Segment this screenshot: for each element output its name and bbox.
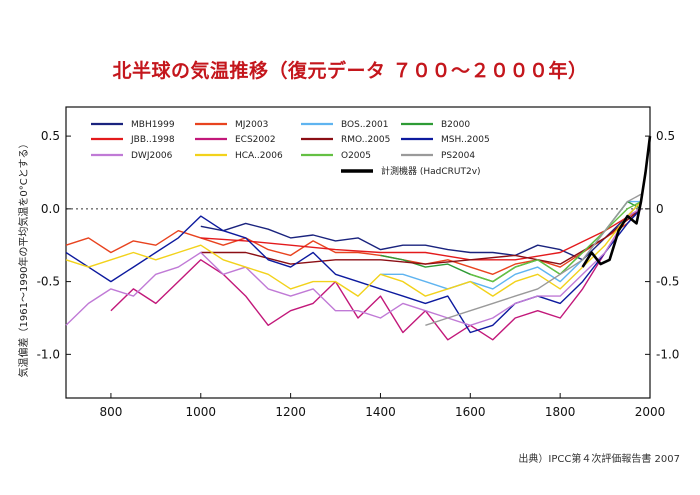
series-line-0 <box>200 201 642 261</box>
y-tick-label-right: -1.0 <box>656 347 679 361</box>
y-tick-label: 0.0 <box>41 202 60 216</box>
y-tick-label-right: 0 <box>656 202 664 216</box>
series-line-5 <box>110 208 642 341</box>
series-line-8 <box>65 208 642 326</box>
source-note: 出典）IPCC第４次評価報告書 2007 <box>518 454 680 465</box>
chart-legend: MBH1999 MJ2003 BOS..2001 B2000 JBB..1998 ECS2… <box>91 120 490 177</box>
x-tick-label: 1200 <box>275 405 306 419</box>
y-tick-label: -1.0 <box>37 347 60 361</box>
y-tick-label: 0.5 <box>41 129 60 143</box>
series-line-1 <box>65 208 642 275</box>
legend-label: BOS..2001 <box>341 120 388 130</box>
series-line-4 <box>200 208 642 261</box>
x-tick-label: 800 <box>99 405 122 419</box>
series-line-9 <box>65 201 642 297</box>
legend-label: HCA..2006 <box>235 151 283 161</box>
y-axis-label: 気温偏差（1961〜1990年の平均気温を0°Cとする） <box>17 139 30 378</box>
legend-label: MSH..2005 <box>441 135 490 145</box>
legend-label: PS2004 <box>441 151 475 161</box>
x-tick-label: 1400 <box>365 405 396 419</box>
x-tick-label: 1000 <box>185 405 216 419</box>
series-line-7 <box>65 208 642 334</box>
legend-label: JBB..1998 <box>130 135 175 145</box>
series-line-12 <box>581 135 652 268</box>
series-line-6 <box>200 208 642 265</box>
y-tick-label-right: 0.5 <box>656 129 675 143</box>
x-tick-label: 1800 <box>545 405 576 419</box>
x-tick-label: 2000 <box>635 405 666 419</box>
series-line-11 <box>425 193 642 326</box>
chart-title: 北半球の気温推移（復元データ ７００〜２０００年） <box>112 60 588 82</box>
x-tick-label: 1600 <box>455 405 486 419</box>
legend-label: B2000 <box>441 120 470 130</box>
legend-label: MBH1999 <box>131 120 175 130</box>
legend-label: RMO..2005 <box>341 135 390 145</box>
legend-label: 計測機器 (HadCRUT2v) <box>381 165 481 177</box>
legend-label: MJ2003 <box>235 120 268 130</box>
y-tick-label: -0.5 <box>37 275 60 289</box>
legend-label: ECS2002 <box>235 135 276 145</box>
y-tick-label-right: -0.5 <box>656 275 679 289</box>
legend-label: O2005 <box>341 151 371 161</box>
legend-label: DWJ2006 <box>131 151 173 161</box>
